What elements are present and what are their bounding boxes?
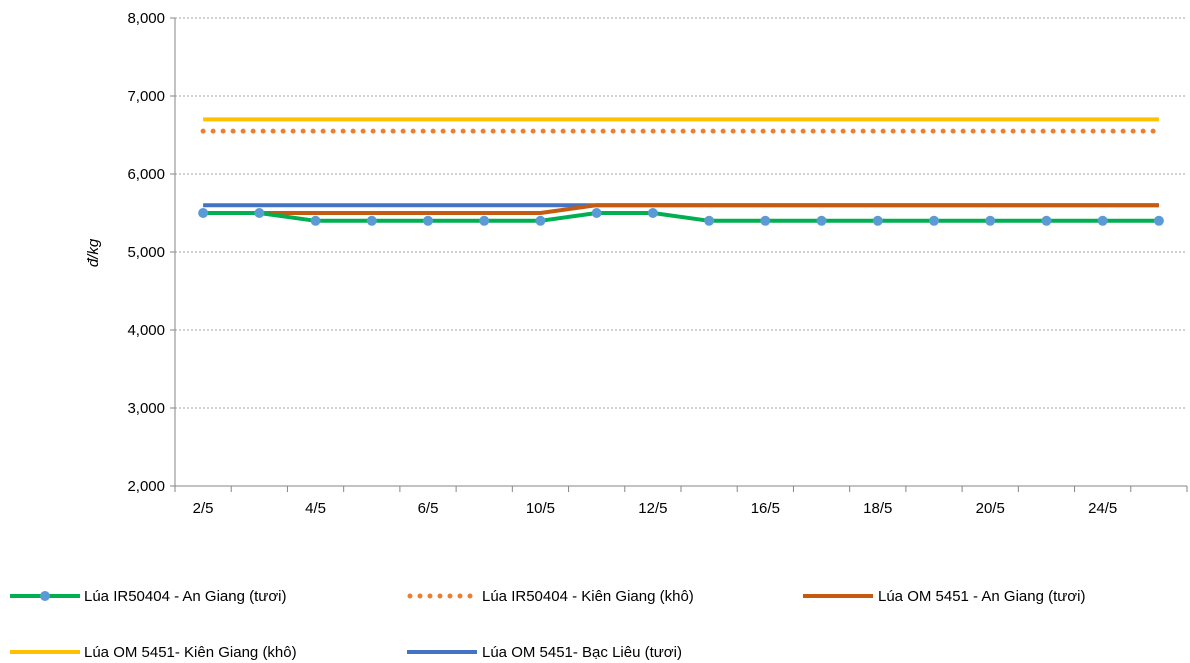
series-1-point [760, 215, 771, 226]
series-1-point [1041, 215, 1052, 226]
y-tick-label: 8,000 [127, 10, 165, 27]
series-1-point [198, 208, 209, 218]
series-1-point [1097, 215, 1108, 226]
x-tick-label: 24/5 [1088, 500, 1117, 517]
legend-label-4: Lúa OM 5451- Kiên Giang (khô) [84, 644, 297, 661]
series-line-1 [203, 211, 1159, 223]
series-1-point [254, 208, 265, 218]
legend-marker-1 [40, 591, 50, 601]
series-1-point [1153, 215, 1164, 226]
y-axis-ticks: 2,000 3,000 4,000 5,000 6,000 7,000 8,000 [127, 10, 165, 495]
x-tick-label: 12/5 [638, 500, 667, 517]
x-tick-label: 2/5 [193, 500, 214, 517]
x-tick-label: 20/5 [976, 500, 1005, 517]
series-1-point [423, 215, 433, 226]
series-1-point [816, 215, 827, 226]
legend-label-5: Lúa OM 5451- Bạc Liêu (tươi) [482, 644, 682, 661]
series-1-point [929, 215, 939, 226]
series-1-point [310, 215, 321, 226]
gridlines [175, 17, 1187, 409]
y-tick-label: 6,000 [127, 166, 165, 183]
x-tick-label: 10/5 [526, 500, 555, 517]
legend-label-1: Lúa IR50404 - An Giang (tươi) [84, 588, 287, 605]
y-tick-label: 5,000 [127, 244, 165, 261]
series-1-point [366, 215, 377, 226]
series-1-point [872, 215, 883, 226]
x-tick-label: 16/5 [751, 500, 780, 517]
legend-label-2: Lúa IR50404 - Kiên Giang (khô) [482, 588, 694, 605]
series-1-point [704, 215, 715, 226]
axes [170, 17, 1188, 492]
series-1-point [647, 208, 658, 218]
legend: Lúa IR50404 - An Giang (tươi) Lúa IR50404… [10, 588, 1085, 661]
series-1-point [591, 208, 602, 218]
x-axis-ticks: 2/5 4/5 6/5 10/5 12/5 16/5 18/5 20/5 24/5 [193, 500, 1118, 517]
x-tick-label: 18/5 [863, 500, 892, 517]
series-lines [198, 117, 1164, 226]
y-axis-title: đ/kg [85, 238, 102, 267]
y-tick-label: 3,000 [127, 400, 165, 417]
series-1-point [535, 215, 546, 226]
legend-label-3: Lúa OM 5451 - An Giang (tươi) [878, 588, 1085, 605]
x-tick-label: 4/5 [305, 500, 326, 517]
x-tick-label: 6/5 [418, 500, 439, 517]
series-1-point [985, 215, 996, 226]
series-line-3 [203, 203, 1159, 215]
y-tick-label: 7,000 [127, 88, 165, 105]
y-tick-label: 4,000 [127, 322, 165, 339]
y-tick-label: 2,000 [127, 478, 165, 495]
series-1-point [479, 215, 490, 226]
